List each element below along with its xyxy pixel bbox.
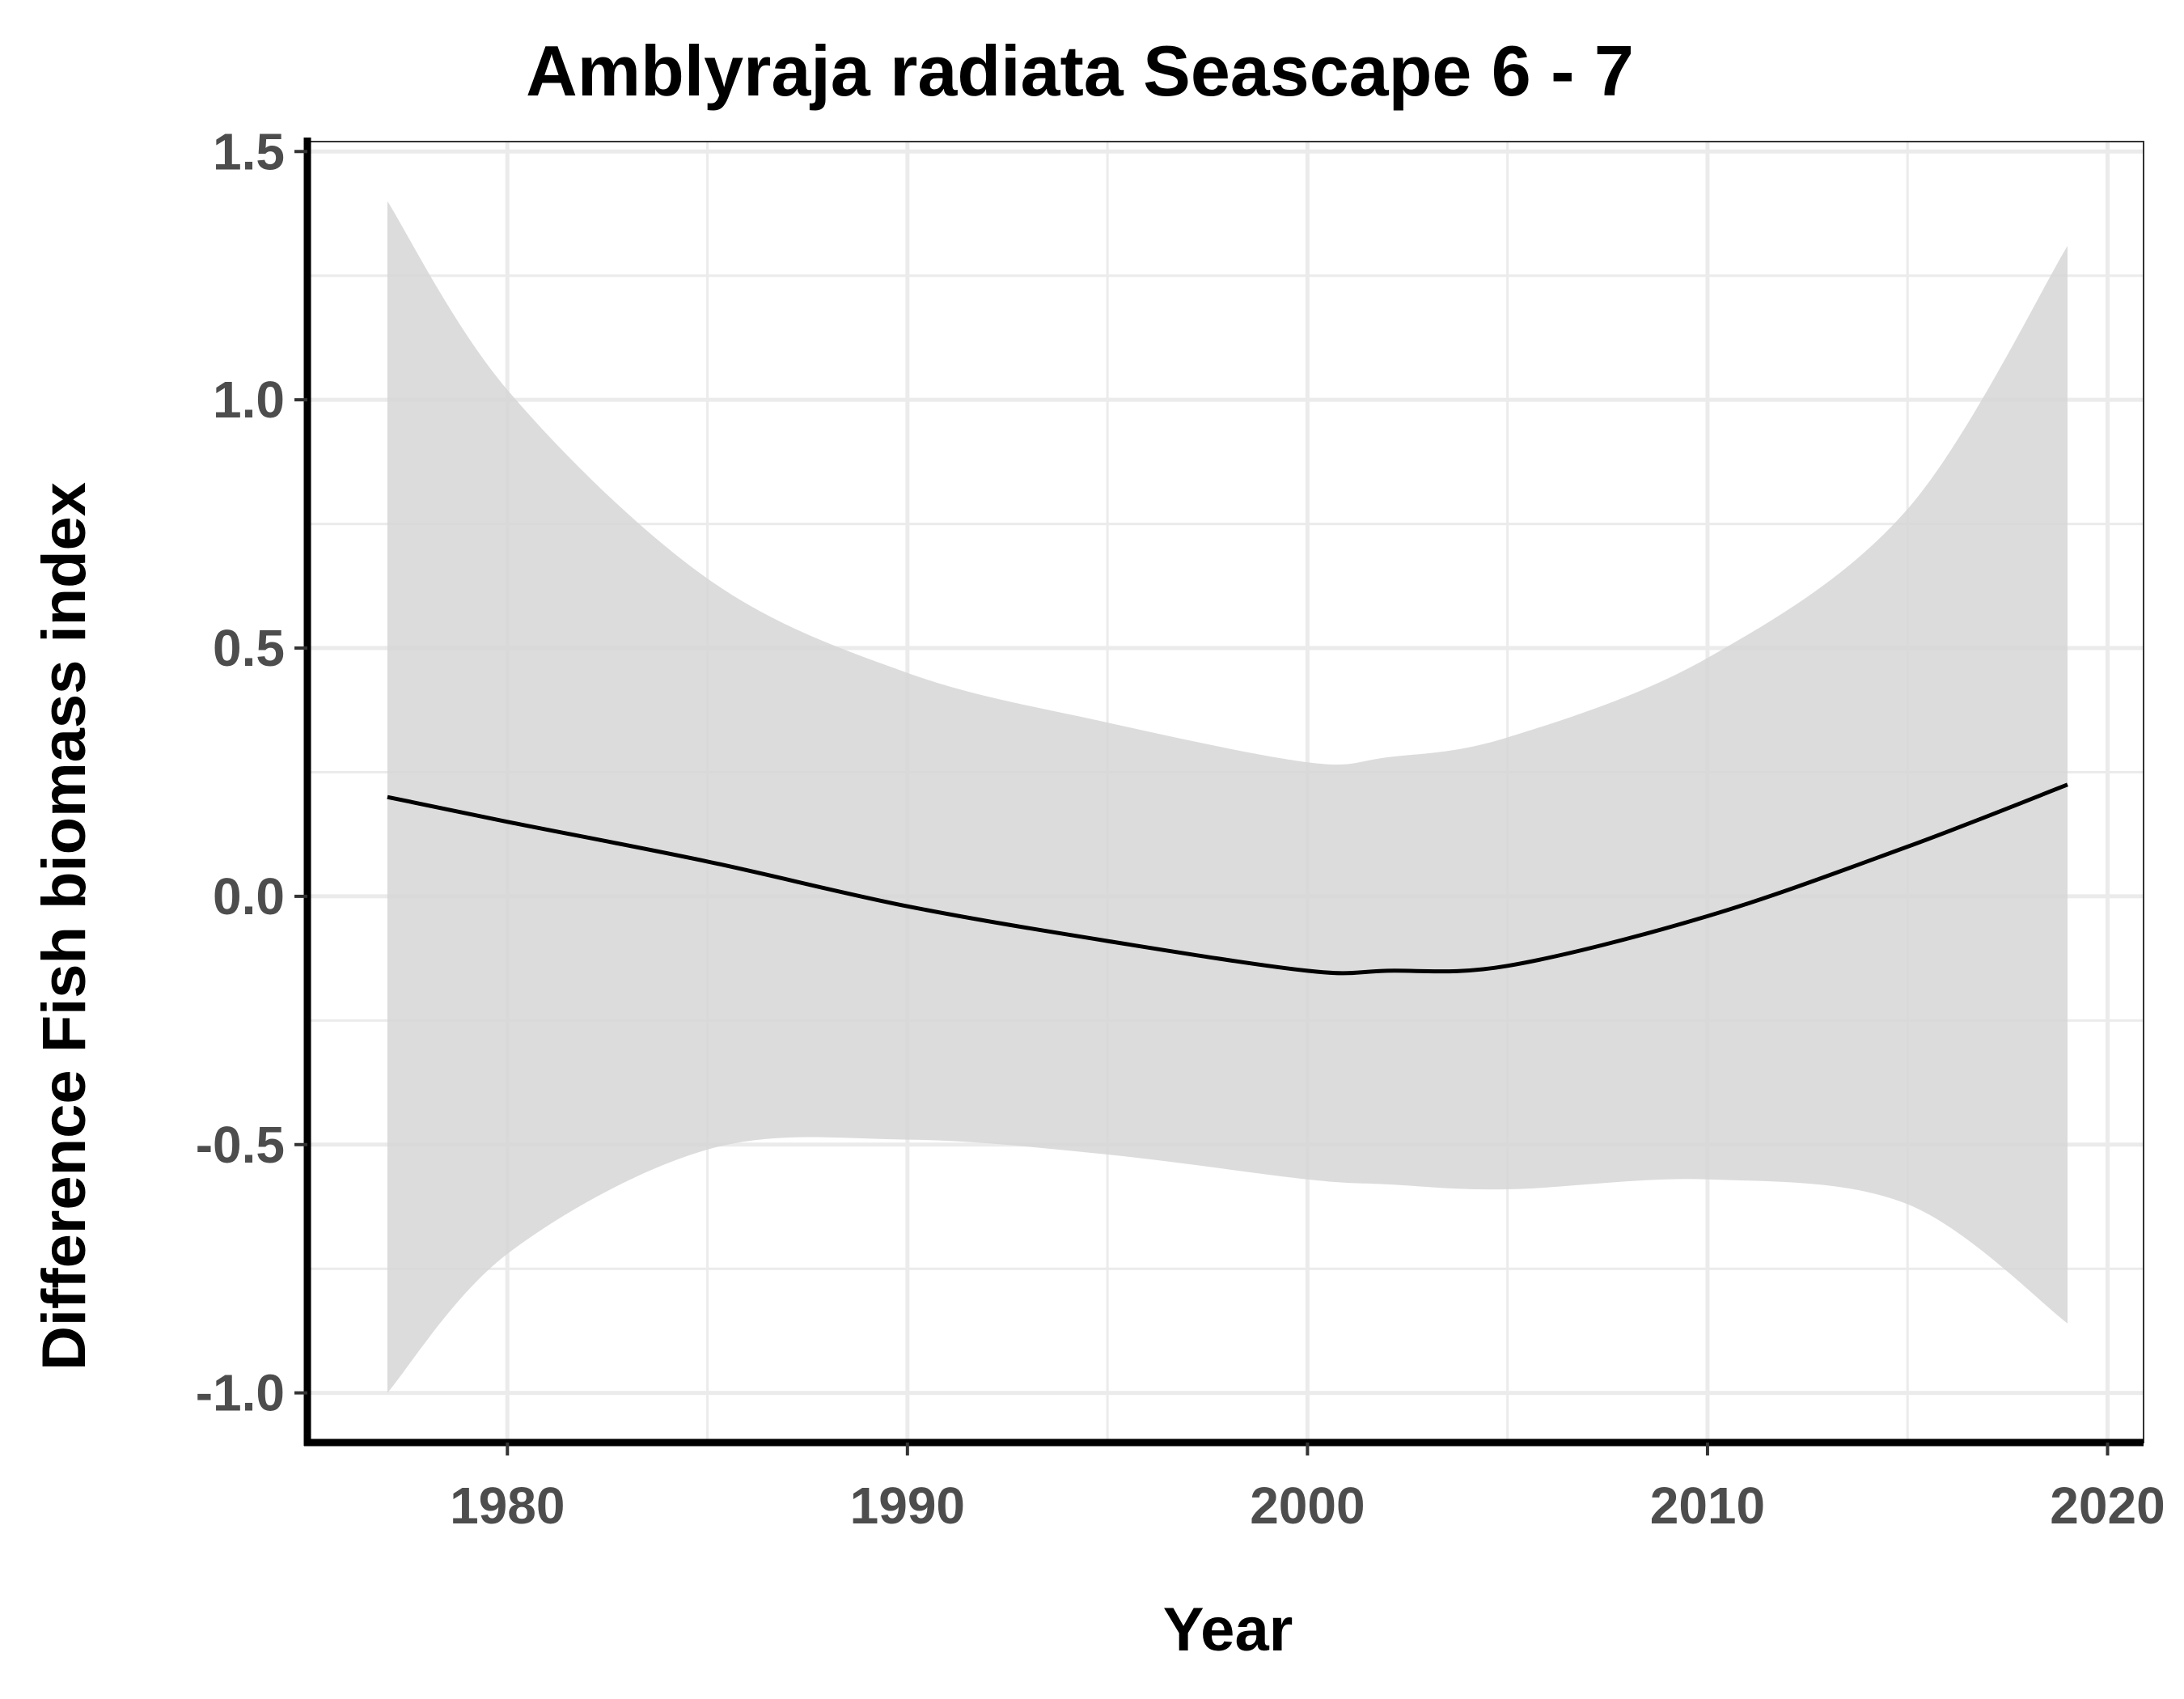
- x-axis-title: Year: [1163, 1595, 1293, 1664]
- x-tick-label: 1980: [450, 1477, 565, 1535]
- y-tick-label: 0.0: [213, 867, 285, 926]
- y-tick-label: 0.5: [213, 619, 285, 677]
- x-tick-label: 2000: [1250, 1477, 1365, 1535]
- y-tick-label: 1.0: [213, 371, 285, 429]
- y-tick-label: -1.0: [196, 1364, 285, 1422]
- x-tick-label: 2020: [2050, 1477, 2165, 1535]
- y-axis-title: Difference Fish biomass index: [30, 482, 99, 1371]
- y-tick-label: -0.5: [196, 1116, 285, 1174]
- fit-line: [387, 782, 2068, 976]
- chart-title: Amblyraja radiata Seascape 6 - 7: [526, 31, 1634, 111]
- x-tick-label: 1990: [850, 1477, 965, 1535]
- axes: [303, 138, 2144, 1447]
- confidence-ribbon: [387, 201, 2068, 1393]
- y-axis-ticks: 1.5 1.0 0.5 0.0 -0.5 -1.0: [196, 122, 307, 1422]
- x-axis-ticks: 1980 1990 2000 2010 2020: [450, 1443, 2165, 1535]
- y-tick-label: 1.5: [213, 122, 285, 180]
- x-tick-label: 2010: [1650, 1477, 1765, 1535]
